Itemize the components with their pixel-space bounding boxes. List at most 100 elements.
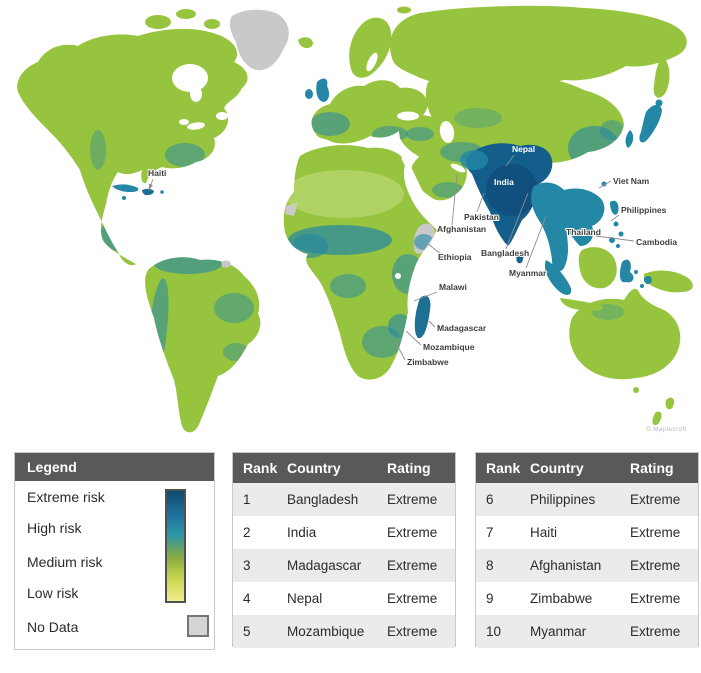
rating-cell: Extreme bbox=[387, 525, 438, 540]
table-row: 10 Myanmar Extreme bbox=[476, 615, 698, 648]
rating-cell: Extreme bbox=[630, 591, 681, 606]
legend-item-extreme-risk: Extreme risk bbox=[27, 489, 105, 505]
leader-line-malawi bbox=[413, 291, 438, 302]
world-map: Haiti Nepal India Pakistan Afghanistan Ethiop… bbox=[17, 5, 693, 433]
legend-item-no-data: No Data bbox=[27, 619, 79, 635]
island-new-zealand-north bbox=[665, 397, 675, 410]
column-header-rank: Rank bbox=[243, 460, 278, 476]
map-label-pakistan: Pakistan bbox=[464, 212, 499, 222]
table-row: 4 Nepal Extreme bbox=[233, 582, 455, 615]
country-cell: Nepal bbox=[287, 591, 323, 606]
map-label-viet-nam: Viet Nam bbox=[613, 176, 650, 186]
rank-cell: 8 bbox=[486, 558, 494, 573]
legend-gradient-bar bbox=[165, 489, 186, 603]
region-korea bbox=[625, 130, 634, 148]
legend-panel: Legend Extreme risk High risk Medium ris… bbox=[14, 452, 215, 650]
column-header-rank: Rank bbox=[486, 460, 521, 476]
rank-cell: 1 bbox=[243, 492, 251, 507]
rating-cell: Extreme bbox=[630, 624, 681, 639]
table-header-row: Rank Country Rating bbox=[233, 453, 455, 483]
rank-cell: 5 bbox=[243, 624, 251, 639]
risk-overlay-patches bbox=[90, 108, 624, 382]
region-south-asia bbox=[460, 143, 605, 272]
region-southeast-asia bbox=[531, 182, 605, 272]
table-row: 7 Haiti Extreme bbox=[476, 516, 698, 549]
leader-line-viet-nam bbox=[598, 180, 612, 189]
country-cell: Mozambique bbox=[287, 624, 365, 639]
table-row: 9 Zimbabwe Extreme bbox=[476, 582, 698, 615]
table-row: 2 India Extreme bbox=[233, 516, 455, 549]
ranking-table-1-5: Rank Country Rating 1 Bangladesh Extreme… bbox=[232, 452, 456, 648]
map-label-india: India bbox=[494, 177, 514, 187]
continent-north-america bbox=[17, 28, 248, 266]
country-cell: Afghanistan bbox=[530, 558, 602, 573]
island-uk bbox=[316, 78, 330, 102]
map-label-malawi: Malawi bbox=[439, 282, 467, 292]
leader-line-myanmar bbox=[525, 215, 547, 269]
islands bbox=[112, 56, 693, 426]
country-cell: Bangladesh bbox=[287, 492, 359, 507]
legend-item-low-risk: Low risk bbox=[27, 585, 79, 601]
arrowhead-haiti bbox=[148, 183, 153, 191]
country-cell: Madagascar bbox=[287, 558, 362, 573]
leader-line-zimbabwe bbox=[393, 338, 406, 361]
legend-item-high-risk: High risk bbox=[27, 520, 82, 536]
rank-cell: 7 bbox=[486, 525, 494, 540]
region-french-guiana bbox=[221, 260, 231, 268]
column-header-country: Country bbox=[530, 460, 584, 476]
ranking-table-6-10: Rank Country Rating 6 Philippines Extrem… bbox=[475, 452, 699, 648]
island-borneo bbox=[578, 247, 617, 289]
leader-line-philippines bbox=[610, 214, 620, 222]
island-ireland bbox=[305, 89, 313, 99]
rating-cell: Extreme bbox=[387, 558, 438, 573]
legend-no-data-swatch bbox=[187, 615, 209, 637]
region-greenland bbox=[229, 9, 289, 71]
island-cuba bbox=[112, 184, 139, 192]
legend-header: Legend bbox=[15, 453, 214, 481]
map-label-myanmar: Myanmar bbox=[509, 268, 547, 278]
map-label-afghanistan: Afghanistan bbox=[437, 224, 486, 234]
table-row: 3 Madagascar Extreme bbox=[233, 549, 455, 582]
inland-seas bbox=[172, 52, 466, 279]
rating-cell: Extreme bbox=[387, 624, 438, 639]
column-header-country: Country bbox=[287, 460, 341, 476]
leader-line-mozambique bbox=[405, 330, 422, 346]
rating-cell: Extreme bbox=[630, 558, 681, 573]
rank-cell: 10 bbox=[486, 624, 502, 639]
island-sumatra bbox=[544, 260, 572, 295]
region-russia bbox=[389, 5, 687, 87]
map-label-thailand: Thailand bbox=[566, 227, 601, 237]
rank-cell: 4 bbox=[243, 591, 251, 606]
leader-line-bangladesh bbox=[505, 192, 529, 250]
leader-line-pakistan bbox=[476, 192, 485, 213]
map-label-ethiopia: Ethiopia bbox=[438, 252, 472, 262]
rank-cell: 6 bbox=[486, 492, 494, 507]
landmasses bbox=[17, 5, 687, 433]
island-japan bbox=[639, 104, 662, 143]
leader-line-cambodia bbox=[595, 235, 635, 242]
island-hispaniola bbox=[142, 188, 154, 196]
country-cell: Philippines bbox=[530, 492, 596, 507]
island-java bbox=[560, 298, 604, 311]
region-kamchatka bbox=[653, 56, 670, 98]
country-cell: Haiti bbox=[530, 525, 558, 540]
map-label-zimbabwe: Zimbabwe bbox=[407, 357, 449, 367]
map-label-bangladesh: Bangladesh bbox=[481, 248, 529, 258]
country-cell: Zimbabwe bbox=[530, 591, 593, 606]
table-row: 6 Philippines Extreme bbox=[476, 483, 698, 516]
leader-line-ethiopia bbox=[427, 243, 442, 255]
map-label-mozambique: Mozambique bbox=[423, 342, 475, 352]
table-row: 8 Afghanistan Extreme bbox=[476, 549, 698, 582]
column-header-rating: Rating bbox=[630, 460, 674, 476]
rating-cell: Extreme bbox=[387, 591, 438, 606]
region-sri-lanka bbox=[516, 251, 524, 264]
map-watermark: © Maplecroft bbox=[646, 425, 687, 433]
column-header-rating: Rating bbox=[387, 460, 431, 476]
leader-line-afghanistan bbox=[451, 173, 458, 226]
rank-cell: 3 bbox=[243, 558, 251, 573]
rank-cell: 9 bbox=[486, 591, 494, 606]
map-labels-layer: Haiti Nepal India Pakistan Afghanistan Ethiop… bbox=[147, 144, 678, 368]
leader-line-nepal bbox=[505, 154, 515, 167]
map-label-philippines: Philippines bbox=[621, 205, 667, 215]
